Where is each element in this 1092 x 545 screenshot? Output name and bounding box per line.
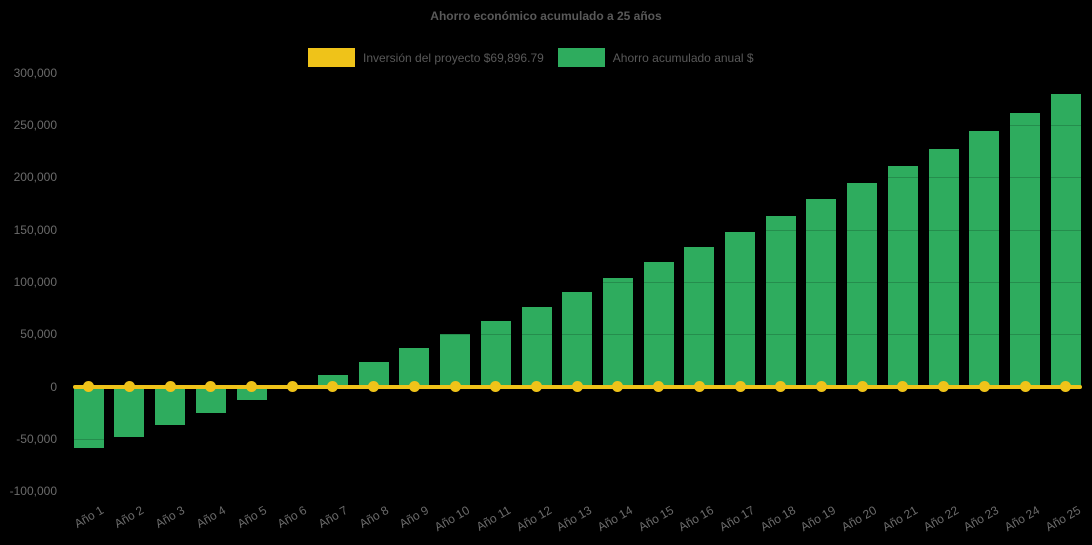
legend-swatch-savings [557,48,605,67]
bar-ano-24 [1010,112,1041,387]
bar-ano-5 [236,386,267,401]
investment-line-marker [856,381,868,393]
y-axis-tick-label: 200,000 [13,170,57,185]
bar-ano-12 [521,307,552,387]
y-axis-tick-label: -100,000 [9,484,57,499]
investment-line-marker [938,381,950,393]
investment-line-marker [897,381,909,393]
investment-line-marker [1060,381,1072,393]
investment-line-marker [490,381,502,393]
y-axis-tick-label: 0 [50,379,57,394]
gridline [68,281,1085,283]
legend-swatch-investment [308,48,355,67]
investment-line-marker [653,381,665,393]
bar-ano-21 [887,165,918,387]
y-axis-tick-label: 300,000 [13,65,57,80]
legend: Inversión del proyecto $69,896.79 Ahorro… [308,48,754,67]
gridline [68,491,1085,493]
legend-item-investment: Inversión del proyecto $69,896.79 [308,48,544,67]
bar-ano-13 [562,292,593,387]
investment-line-marker [693,381,705,393]
bar-ano-2 [114,386,145,437]
bar-ano-16 [684,247,715,387]
investment-line-marker [327,381,339,393]
bar-ano-11 [480,320,511,387]
legend-label-investment: Inversión del proyecto $69,896.79 [363,50,544,65]
investment-line-marker [164,381,176,393]
investment-line-marker [286,381,298,393]
bar-ano-15 [643,262,674,387]
gridline [68,438,1085,440]
bar-ano-9 [399,348,430,387]
bar-ano-20 [847,182,878,387]
investment-line-marker [368,381,380,393]
bar-ano-25 [1050,94,1081,387]
gridline [68,72,1085,74]
investment-line-marker [449,381,461,393]
y-axis-tick-label: -50,000 [16,431,57,446]
investment-line-marker [978,381,990,393]
investment-line-marker [205,381,217,393]
y-axis-tick-label: 100,000 [13,274,57,289]
bar-ano-23 [969,130,1000,387]
investment-line-marker [734,381,746,393]
investment-line-marker [1019,381,1031,393]
investment-line-marker [123,381,135,393]
investment-line-marker [246,381,258,393]
bar-ano-17 [725,231,756,387]
legend-item-savings: Ahorro acumulado anual $ [557,48,754,67]
bar-ano-7 [317,374,348,387]
bar-ano-3 [155,386,186,425]
investment-line-marker [83,381,95,393]
investment-line-marker [408,381,420,393]
gridline [68,334,1085,336]
investment-line-marker [531,381,542,393]
bar-ano-18 [765,215,796,387]
investment-line-marker [815,381,827,393]
bar-ano-19 [806,199,837,387]
bar-ano-22 [928,148,959,387]
chart-title: Ahorro económico acumulado a 25 años [430,9,662,23]
bar-ano-1 [73,386,104,449]
investment-line-marker [571,381,583,393]
legend-label-savings: Ahorro acumulado anual $ [612,50,754,65]
y-axis-tick-label: 250,000 [13,117,57,132]
gridline [68,229,1085,231]
bar-ano-14 [602,277,633,387]
investment-line-marker [775,381,787,393]
y-axis-tick-label: 50,000 [20,327,57,342]
y-axis-tick-label: 150,000 [13,222,57,237]
investment-line-marker [612,381,624,393]
gridline [68,124,1085,126]
bar-ano-10 [440,334,471,387]
gridline [68,177,1085,179]
